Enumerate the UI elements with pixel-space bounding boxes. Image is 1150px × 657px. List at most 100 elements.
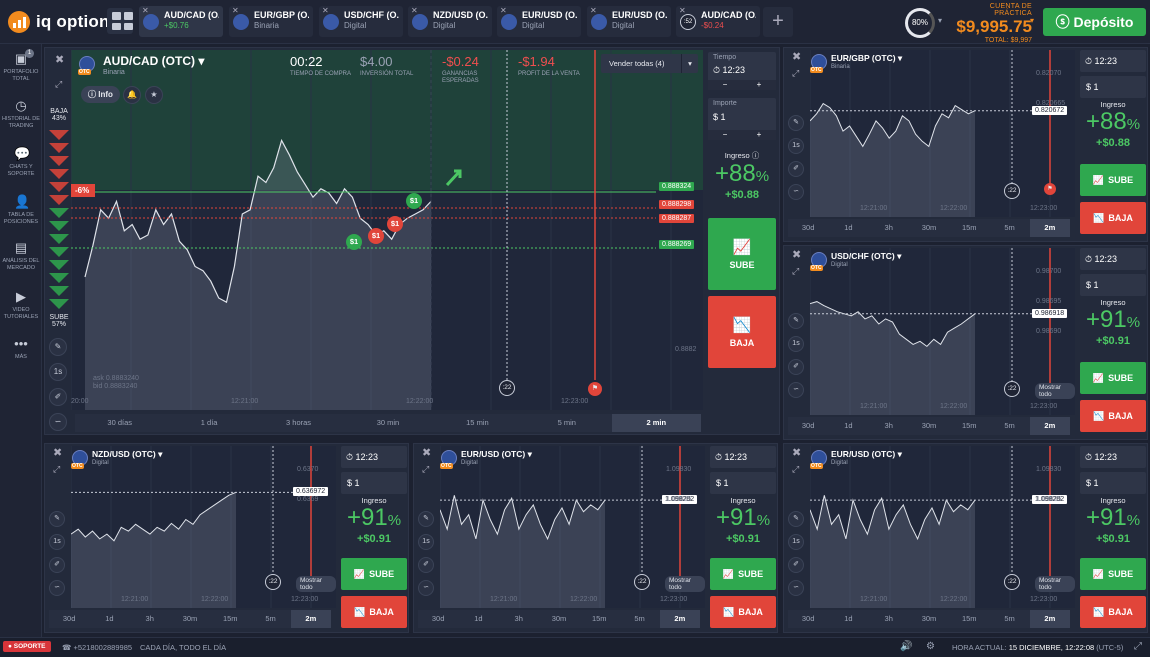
timeframe-button[interactable]: 5m — [1004, 421, 1015, 430]
buy-up-button[interactable]: 📈 SUBE — [1080, 362, 1146, 394]
close-icon[interactable]: ✕ — [679, 6, 686, 15]
asset-title[interactable]: EUR/GBP (OTC) ▾ — [831, 53, 902, 64]
expand-icon[interactable]: ⤢ — [422, 464, 430, 474]
pen-icon[interactable]: ✐ — [788, 359, 804, 375]
timeframe-button[interactable]: 2m — [1029, 417, 1070, 435]
indicator-icon[interactable]: ∽ — [418, 580, 434, 596]
timeframe-button[interactable]: 1d — [105, 614, 114, 623]
main-chart[interactable]: 0.888324 0.888298 0.888287 0.888269 0.8882 -6… — [71, 50, 703, 410]
buy-up-button[interactable]: 📈 SUBE — [1080, 558, 1146, 590]
show-all-button[interactable]: Mostrar todo — [1035, 383, 1075, 399]
timeframe-button[interactable]: 3 horas — [286, 418, 312, 427]
gauge-indicator[interactable]: 80% — [905, 8, 935, 38]
close-icon[interactable]: ✕ — [411, 6, 418, 15]
timeframe-1s-button[interactable]: 1s — [418, 534, 434, 550]
timeframe-button[interactable]: 2m — [659, 610, 700, 628]
timeframe-1s-button[interactable]: 1s — [49, 534, 65, 550]
indicator-icon[interactable]: ∽ — [49, 413, 67, 431]
add-tab-button[interactable]: + — [763, 7, 793, 37]
buy-down-button[interactable]: 📉 BAJA — [1080, 202, 1146, 234]
timeframe-1s-button[interactable]: 1s — [788, 534, 804, 550]
timeframe-button[interactable]: 5m — [265, 614, 276, 623]
sidebar-item[interactable]: ▶ VIDEO TUTORIALES — [0, 290, 42, 321]
close-icon[interactable]: ✕ — [322, 6, 329, 15]
timeframe-button[interactable]: 2m — [1029, 219, 1070, 237]
timeframe-1s-button[interactable]: 1s — [788, 138, 804, 154]
trade-badge[interactable]: $1 — [368, 228, 384, 244]
minus-icon[interactable]: − — [722, 130, 728, 139]
timeframe-button[interactable]: 30d — [62, 614, 76, 623]
expand-icon[interactable]: ⤢ — [55, 79, 63, 89]
buy-up-button[interactable]: 📈 SUBE — [1080, 164, 1146, 196]
timeframe-button[interactable]: 30 días — [107, 418, 133, 427]
timeframe-button[interactable]: 15m — [961, 614, 977, 623]
indicator-icon[interactable]: ∽ — [788, 184, 804, 200]
mini-chart[interactable]: 0.636972 0.6370 0.6369 12:21:00 12:22:00 12:2… — [71, 446, 336, 608]
pen-icon[interactable]: ✐ — [418, 557, 434, 573]
time-stepper[interactable]: − + — [708, 80, 776, 90]
timeframe-button[interactable]: 5 min — [557, 418, 576, 427]
timeframe-button[interactable]: 30d — [801, 614, 815, 623]
buy-down-button[interactable]: 📉 BAJA — [710, 596, 776, 628]
timeframe-button[interactable]: 15m — [591, 614, 607, 623]
timeframe-button[interactable]: 3h — [514, 614, 523, 623]
timeframe-button[interactable]: 2 min — [611, 414, 701, 432]
timeframe-1s-button[interactable]: 1s — [788, 336, 804, 352]
chevron-down-icon[interactable]: ▾ — [895, 53, 903, 63]
pen-icon[interactable]: ✐ — [49, 388, 67, 406]
draw-tool-icon[interactable]: ✎ — [418, 511, 434, 527]
timeframe-button[interactable]: 1d — [844, 223, 853, 232]
buy-up-button[interactable]: 📈 SUBE — [341, 558, 407, 590]
asset-tab[interactable]: ✕ AUD/CAD (O...+$0.76 — [139, 6, 223, 37]
indicator-icon[interactable]: ∽ — [788, 580, 804, 596]
close-icon[interactable]: ✕ — [500, 6, 507, 15]
chevron-down-icon[interactable]: ▾ — [1030, 16, 1035, 25]
chevron-down-icon[interactable]: ▾ — [681, 54, 698, 73]
grid-layout-icon[interactable] — [107, 8, 133, 34]
timeframe-button[interactable]: 5m — [1004, 223, 1015, 232]
support-button[interactable]: ● SOPORTE — [3, 641, 51, 652]
expand-icon[interactable]: ⤢ — [792, 266, 800, 276]
chevron-down-icon[interactable]: ▾ — [155, 449, 163, 459]
timeframe-button[interactable]: 5m — [1004, 614, 1015, 623]
amount-stepper[interactable]: − + — [708, 130, 776, 140]
asset-title[interactable]: USD/CHF (OTC) ▾ — [831, 251, 901, 262]
buy-down-button[interactable]: 📉 BAJA — [708, 296, 776, 368]
close-icon[interactable]: ✖ — [792, 447, 802, 459]
timeframe-button[interactable]: 2m — [1029, 610, 1070, 628]
timeframe-button[interactable]: 3h — [145, 614, 154, 623]
expand-icon[interactable]: ⤢ — [53, 464, 61, 474]
amount-selector[interactable]: $ 1 — [710, 472, 776, 494]
timeframe-button[interactable]: 15m — [222, 614, 238, 623]
timeframe-button[interactable]: 30m — [921, 421, 937, 430]
asset-tab[interactable]: ✕ EUR/GBP (O... Binaria — [229, 6, 313, 37]
sidebar-item[interactable]: ◷ HISTORIAL DE TRADING — [0, 99, 42, 130]
timeframe-button[interactable]: 5m — [634, 614, 645, 623]
timeframe-button[interactable]: 15m — [961, 223, 977, 232]
trade-badge[interactable]: $1 — [406, 193, 422, 209]
buy-down-button[interactable]: 📉 BAJA — [341, 596, 407, 628]
gear-icon[interactable]: ⚙ — [926, 641, 935, 652]
indicator-icon[interactable]: ∽ — [788, 382, 804, 398]
minus-icon[interactable]: − — [722, 80, 728, 89]
close-icon[interactable]: ✕ — [590, 6, 597, 15]
timeframe-button[interactable]: 30m — [551, 614, 567, 623]
timeframe-button[interactable]: 30m — [921, 223, 937, 232]
timeframe-button[interactable]: 3h — [884, 614, 893, 623]
amount-selector[interactable]: $ 1 — [341, 472, 407, 494]
amount-selector[interactable]: Importe $ 1 − + — [708, 98, 776, 140]
close-icon[interactable]: ✖ — [55, 54, 65, 66]
bell-icon[interactable]: 🔔 — [123, 86, 141, 104]
mini-chart[interactable]: 0.820672 0.82070 0.820665 12:21:00 12:22:00 1… — [810, 50, 1075, 217]
show-all-button[interactable]: Mostrar todo — [1035, 576, 1075, 592]
chevron-down-icon[interactable]: ▾ — [895, 449, 902, 459]
time-selector[interactable]: ⏱ 12:23 — [1080, 50, 1146, 72]
expand-icon[interactable]: ⤢ — [792, 464, 800, 474]
asset-tab[interactable]: ✕ EUR/USD (O... Digital — [587, 6, 671, 37]
buy-down-button[interactable]: 📉 BAJA — [1080, 596, 1146, 628]
show-all-button[interactable]: Mostrar todo — [296, 576, 336, 592]
deposit-button[interactable]: ⓢ Depósito — [1043, 8, 1146, 36]
mini-chart[interactable]: 1.098282 1.09830 1.09825 12:21:00 12:22:00 12… — [810, 446, 1075, 608]
timeframe-button[interactable]: 30m — [921, 614, 937, 623]
sell-all-button[interactable]: Vender todas (4) ▾ — [601, 54, 698, 73]
